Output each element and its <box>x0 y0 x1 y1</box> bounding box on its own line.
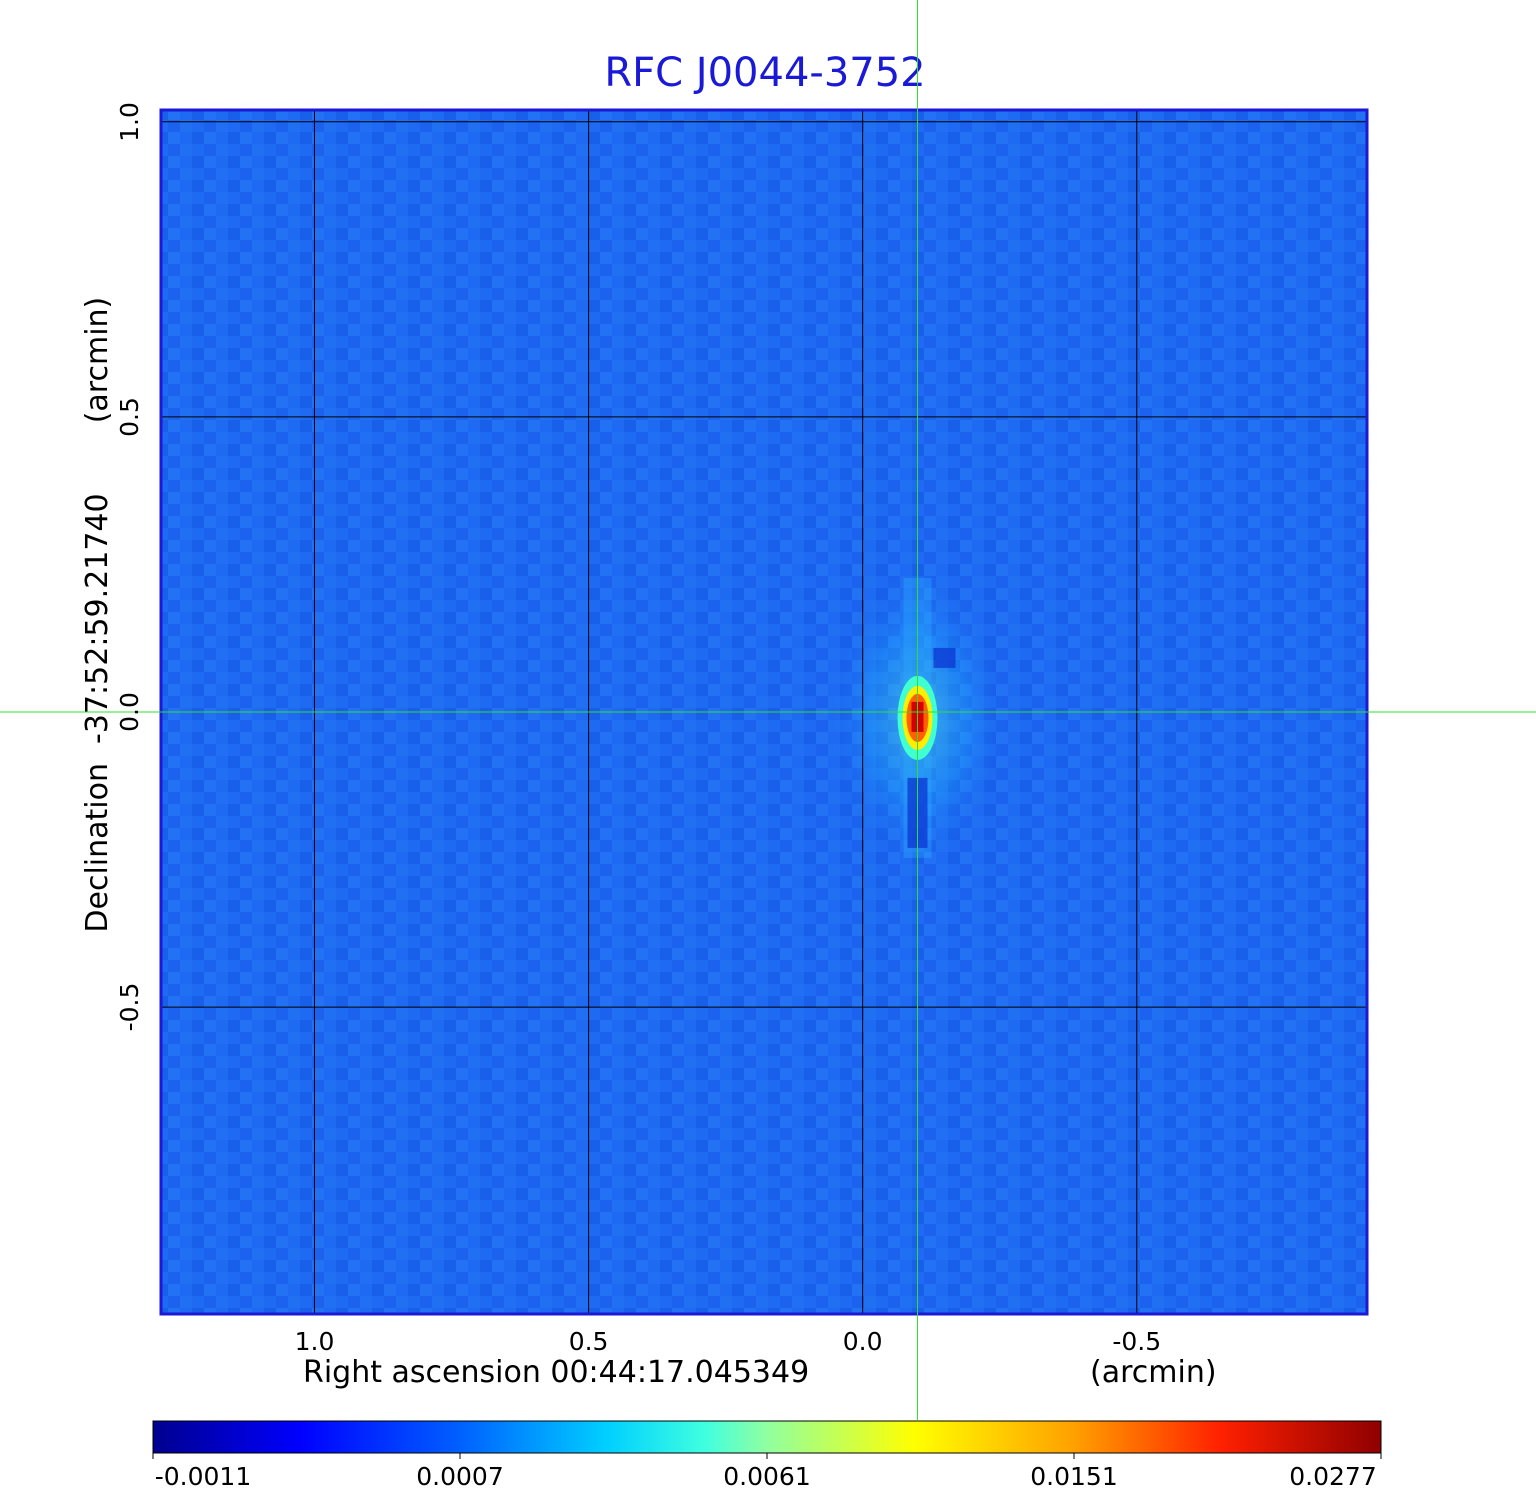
x-tick-label: 1.0 <box>294 1327 335 1356</box>
colorbar <box>152 1420 1382 1454</box>
y-axis-unit: (arcmin) <box>80 296 115 424</box>
colorbar-tick-label: 0.0277 <box>1289 1462 1377 1491</box>
x-tick-label: 0.0 <box>842 1327 883 1356</box>
chart-title: RFC J0044-3752 <box>604 50 926 96</box>
x-tick-label: -0.5 <box>1112 1327 1162 1356</box>
colorbar-tick-label: -0.0011 <box>154 1462 252 1491</box>
colorbar-tick-label: 0.0007 <box>416 1462 504 1491</box>
colorbar-tick-label: 0.0061 <box>723 1462 811 1491</box>
negative-lobe-north <box>933 647 956 668</box>
y-tick-label: 1.0 <box>115 101 144 142</box>
colorbar-tick-label: 0.0151 <box>1030 1462 1118 1491</box>
x-axis-unit: (arcmin) <box>1090 1355 1217 1390</box>
x-tick-label: 0.5 <box>568 1327 609 1356</box>
x-axis-label: Right ascension 00:44:17.045349 <box>303 1355 810 1390</box>
